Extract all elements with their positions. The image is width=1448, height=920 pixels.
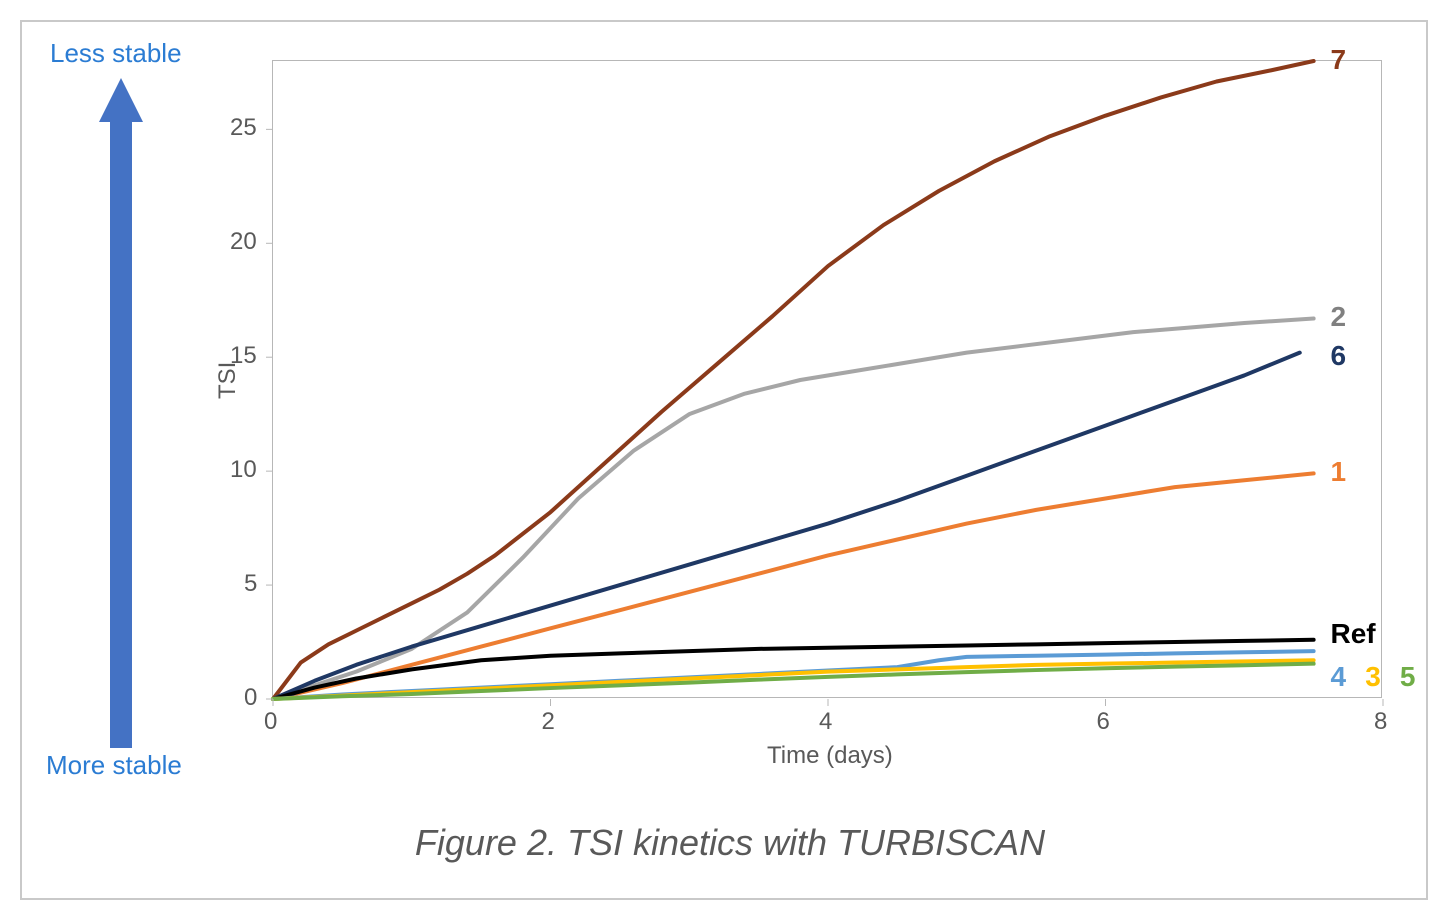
series-label-5: 5 bbox=[1400, 661, 1416, 693]
y-tick-label: 10 bbox=[230, 456, 257, 484]
y-tick-label: 25 bbox=[230, 114, 257, 142]
series-label-3: 3 bbox=[1365, 661, 1381, 693]
x-axis-label: Time (days) bbox=[767, 742, 893, 770]
series-label-7: 7 bbox=[1331, 44, 1347, 76]
chart-plot-area bbox=[272, 60, 1382, 698]
y-tick-label: 20 bbox=[230, 228, 257, 256]
figure-container: Less stable More stable TSI Time (days) … bbox=[0, 0, 1448, 920]
series-label-Ref: Ref bbox=[1331, 618, 1376, 650]
y-tick-label: 0 bbox=[244, 684, 257, 712]
y-tick-label: 15 bbox=[230, 342, 257, 370]
figure-caption: Figure 2. TSI kinetics with TURBISCAN bbox=[180, 822, 1280, 864]
x-tick-label: 8 bbox=[1374, 708, 1387, 736]
x-tick-label: 2 bbox=[542, 708, 555, 736]
x-tick-label: 4 bbox=[819, 708, 832, 736]
x-tick-label: 0 bbox=[264, 708, 277, 736]
series-label-6: 6 bbox=[1331, 340, 1347, 372]
series-label-1: 1 bbox=[1331, 456, 1347, 488]
stability-arrow-icon bbox=[96, 78, 146, 748]
more-stable-label: More stable bbox=[46, 750, 182, 781]
x-tick-label: 6 bbox=[1097, 708, 1110, 736]
y-tick-label: 5 bbox=[244, 570, 257, 598]
less-stable-label: Less stable bbox=[50, 38, 182, 69]
series-label-4: 4 bbox=[1331, 661, 1347, 693]
series-label-2: 2 bbox=[1331, 301, 1347, 333]
chart-svg bbox=[273, 61, 1383, 699]
